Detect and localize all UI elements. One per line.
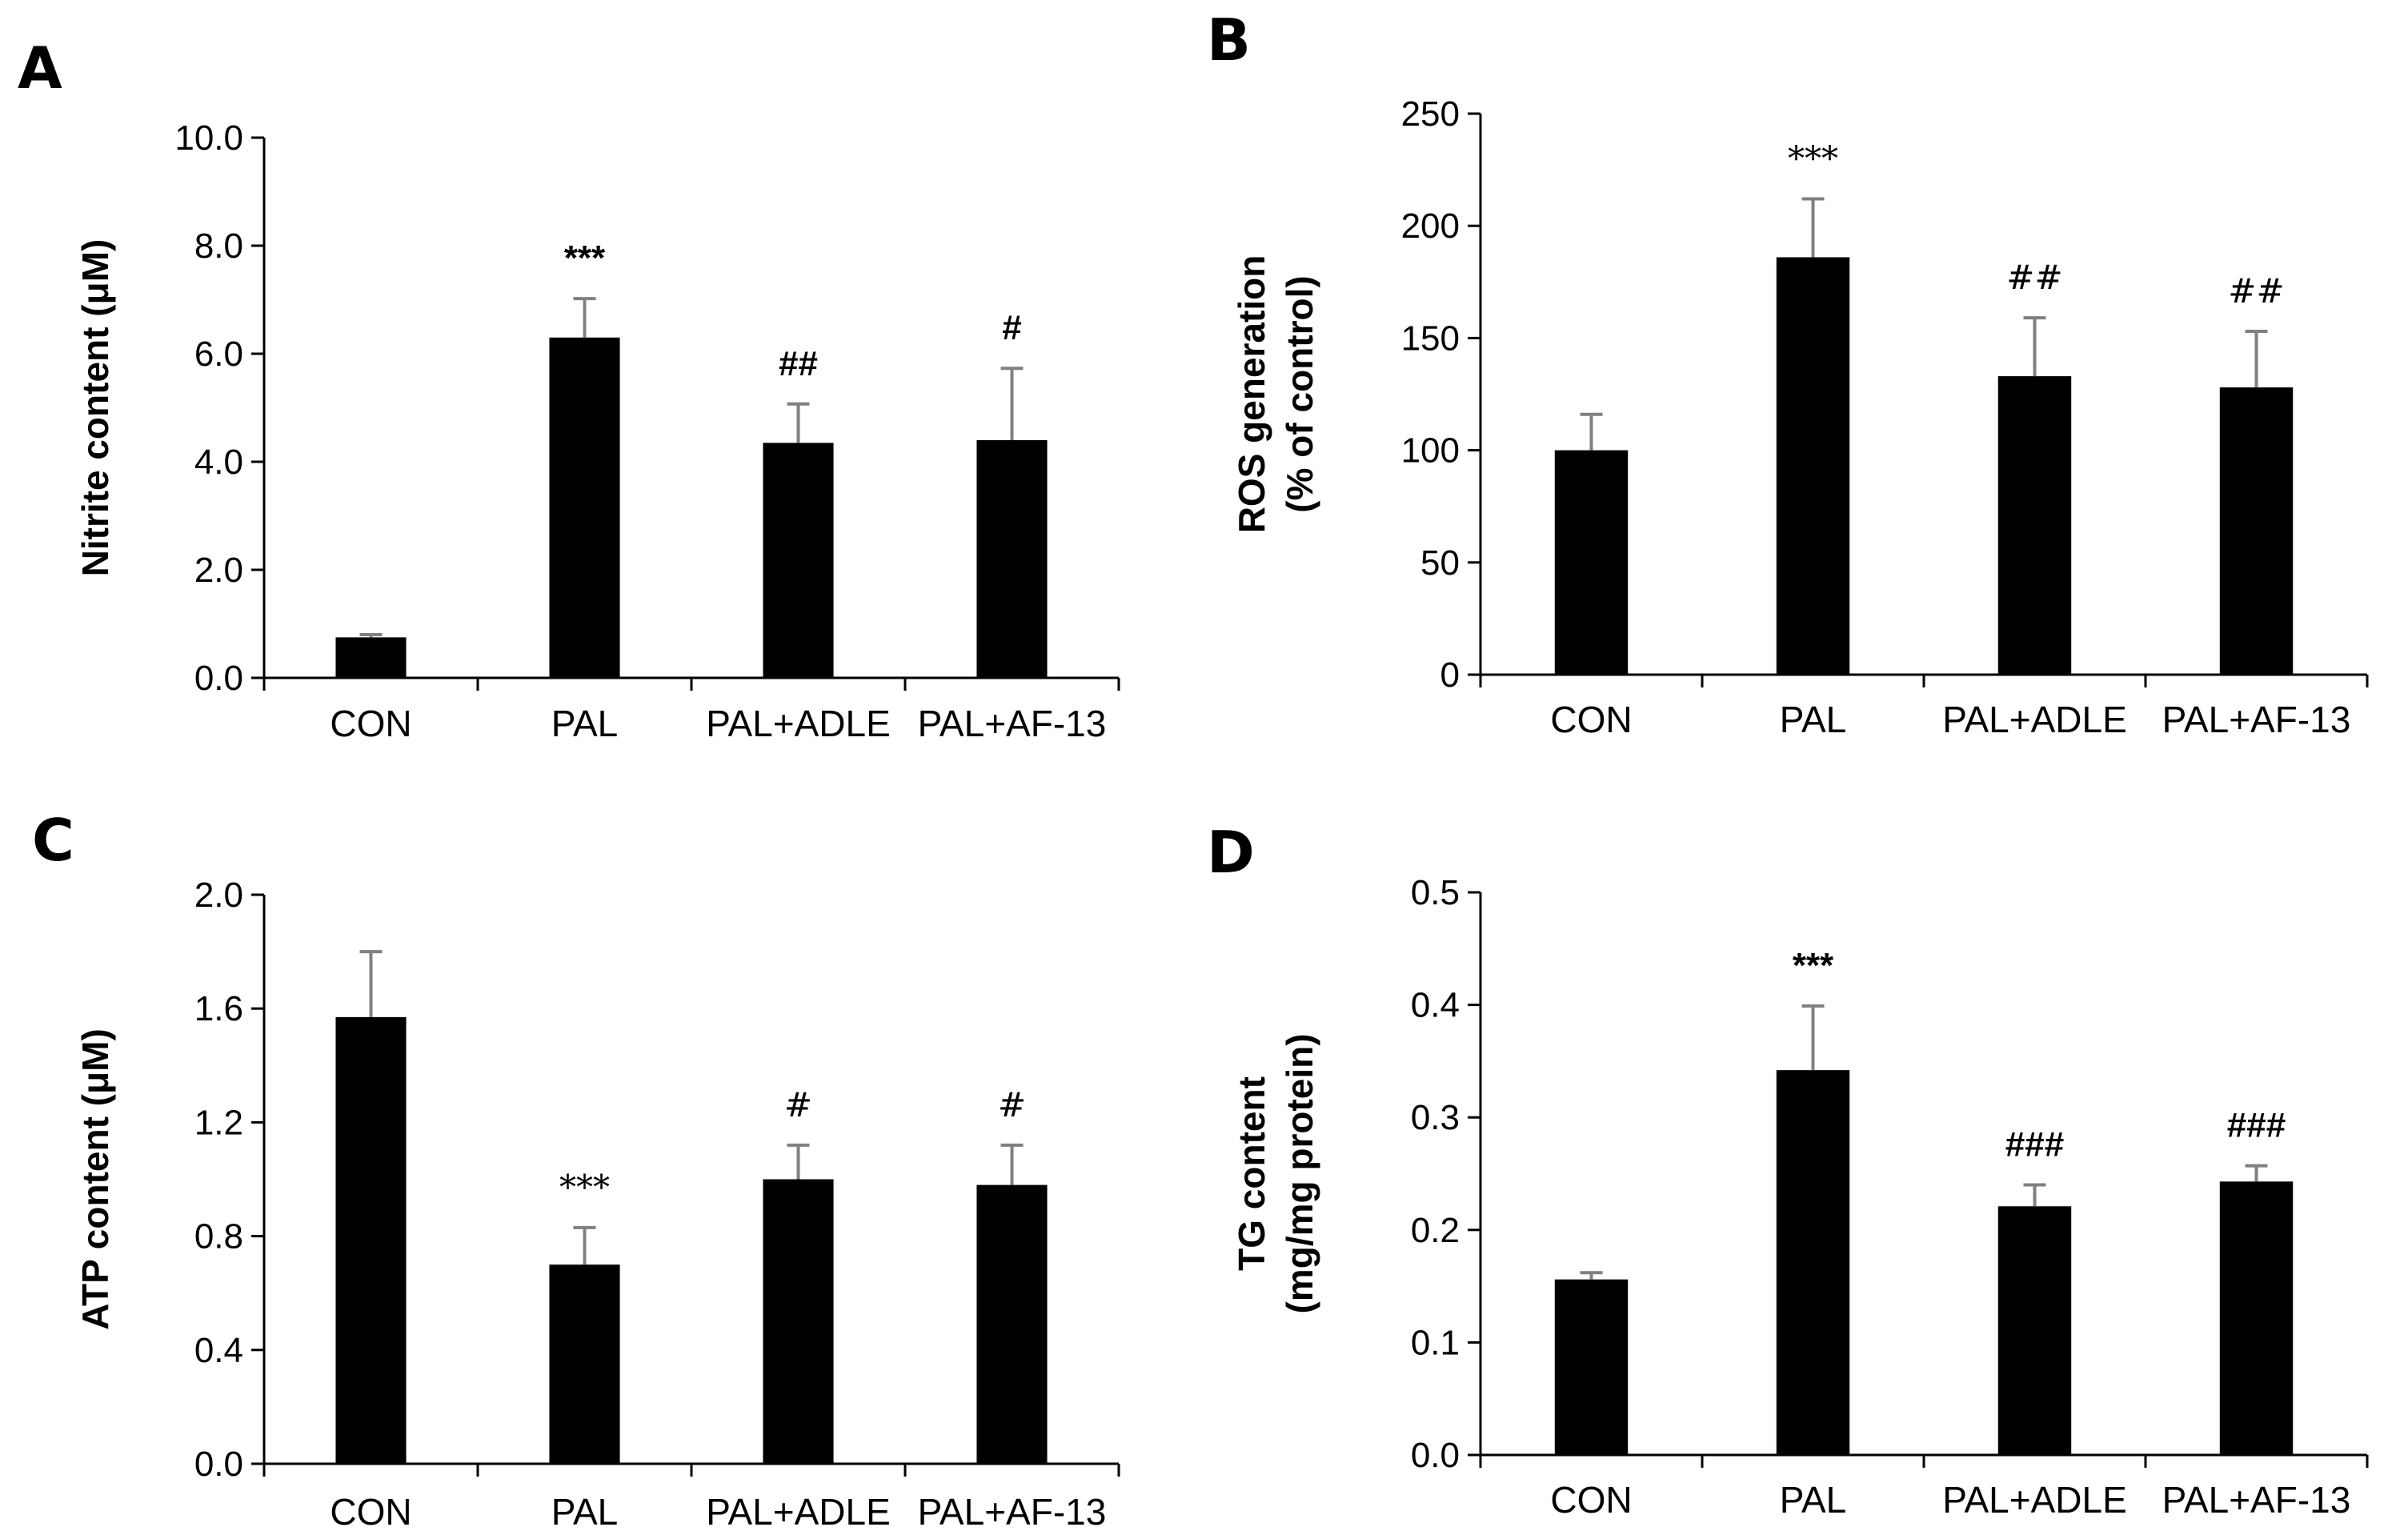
significance-label: *** xyxy=(564,238,606,278)
category-label: PAL+ADLE xyxy=(706,703,891,744)
panel-b: B 0 50 100 150 200 250 CON PAL *** PAL+ADLE ## PAL+A… xyxy=(1207,6,2369,740)
significance-label: # xyxy=(998,1085,1026,1124)
panel-c: C 0.0 0.4 0.8 1.2 1.6 2.0 CON PAL *** PAL+ADLE # PAL… xyxy=(32,807,1120,1533)
category-label: CON xyxy=(1550,699,1632,740)
category-label: PAL+AF-13 xyxy=(918,1491,1107,1533)
category-label: PAL+AF-13 xyxy=(918,703,1107,744)
category-label: PAL xyxy=(551,1491,619,1533)
y-tick-label: 10.0 xyxy=(174,118,243,158)
category-label: PAL+ADLE xyxy=(1942,1479,2127,1521)
y-tick-label: 0.0 xyxy=(194,659,243,698)
category-label: PAL+ADLE xyxy=(1942,699,2127,740)
y-tick-label: 200 xyxy=(1401,206,1460,246)
bar-con xyxy=(1554,450,1629,675)
panel-letter: C xyxy=(32,807,74,874)
significance-label: ## xyxy=(2006,258,2062,297)
y-tick-label: 150 xyxy=(1401,319,1460,358)
y-tick-label: 0.3 xyxy=(1411,1098,1460,1137)
y-tick-label: 8.0 xyxy=(194,226,243,266)
bar-pal-adle xyxy=(763,1179,834,1464)
y-tick-label: 250 xyxy=(1401,94,1460,134)
y-axis-subtitle: (% of control) xyxy=(1279,275,1320,512)
y-axis-title: ROS generation xyxy=(1231,255,1272,534)
category-label: PAL+AF-13 xyxy=(2162,699,2351,740)
significance-label: # xyxy=(1002,308,1021,347)
category-label: PAL xyxy=(1780,1479,1847,1521)
panel-letter: A xyxy=(18,34,62,102)
y-tick-label: 0.4 xyxy=(194,1331,243,1370)
y-tick-label: 2.0 xyxy=(194,876,243,915)
bar-pal xyxy=(549,1264,620,1464)
y-tick-label: 0.4 xyxy=(1411,986,1460,1025)
y-tick-label: 1.2 xyxy=(194,1103,243,1142)
y-tick-label: 0.0 xyxy=(1411,1436,1460,1475)
category-label: CON xyxy=(330,1491,411,1533)
y-tick-label: 50 xyxy=(1420,543,1460,583)
y-tick-label: 0.8 xyxy=(194,1217,243,1256)
category-label: CON xyxy=(330,703,411,744)
category-label: PAL+ADLE xyxy=(706,1491,891,1533)
panel-letter: B xyxy=(1207,6,1251,74)
y-axis-title: Nitrite content (μM) xyxy=(74,239,116,577)
category-label: CON xyxy=(1550,1479,1632,1521)
bar-pal-af-13 xyxy=(2219,387,2294,675)
significance-label: *** xyxy=(559,1168,610,1207)
bar-pal xyxy=(1776,1070,1850,1455)
y-axis-title: ATP content (μM) xyxy=(74,1028,116,1330)
bar-con xyxy=(335,1016,407,1464)
bar-pal-af-13 xyxy=(976,1184,1048,1464)
significance-label: *** xyxy=(1793,946,1834,985)
bar-pal-af-13 xyxy=(2219,1181,2294,1455)
bar-con xyxy=(1554,1279,1629,1455)
category-label: PAL xyxy=(1780,699,1847,740)
significance-label: ### xyxy=(2227,1106,2286,1145)
bar-pal-adle xyxy=(1997,376,2072,675)
panel-d: D 0.0 0.1 0.2 0.3 0.4 0.5 CON PAL *** PAL+ADLE ### P… xyxy=(1207,819,2369,1521)
bar-pal-adle xyxy=(1997,1206,2072,1455)
panel-letter: D xyxy=(1207,819,1255,886)
y-tick-label: 4.0 xyxy=(194,443,243,482)
y-tick-label: 0.0 xyxy=(194,1445,243,1484)
bar-con xyxy=(335,637,407,678)
y-axis-title: TG content xyxy=(1231,1076,1272,1271)
y-tick-label: 100 xyxy=(1401,431,1460,471)
bar-pal-adle xyxy=(763,443,834,678)
significance-label: ## xyxy=(779,344,818,383)
y-tick-label: 0.1 xyxy=(1411,1323,1460,1362)
bar-pal xyxy=(1776,257,1850,675)
significance-label: # xyxy=(784,1085,812,1124)
y-tick-label: 6.0 xyxy=(194,335,243,374)
category-label: PAL+AF-13 xyxy=(2162,1479,2351,1521)
significance-label: *** xyxy=(1788,139,1838,178)
y-tick-label: 0.5 xyxy=(1411,873,1460,912)
y-tick-label: 1.6 xyxy=(194,989,243,1028)
bar-pal xyxy=(549,337,620,678)
y-axis-subtitle: (mg/mg protein) xyxy=(1279,1033,1320,1313)
significance-label: ### xyxy=(2005,1125,2064,1164)
y-tick-label: 0 xyxy=(1440,655,1460,695)
y-tick-label: 0.2 xyxy=(1411,1211,1460,1250)
panel-a: A 0.0 2.0 4.0 6.0 8.0 10.0 CON PAL *** PAL+ADLE ## P… xyxy=(18,34,1120,744)
category-label: PAL xyxy=(551,703,619,744)
bar-pal-af-13 xyxy=(976,440,1048,678)
y-tick-label: 2.0 xyxy=(194,551,243,590)
significance-label: ## xyxy=(2228,271,2284,311)
